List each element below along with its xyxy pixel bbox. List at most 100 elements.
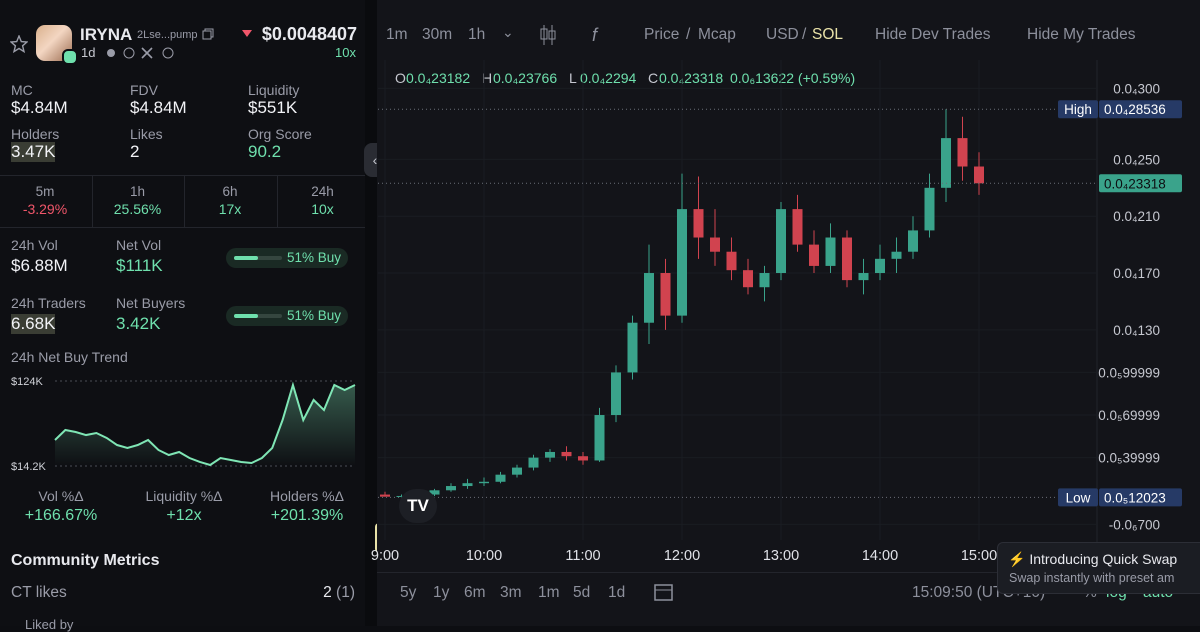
social-icons[interactable]	[104, 46, 176, 60]
range-button[interactable]: 5y	[400, 584, 417, 601]
price-toggle[interactable]: Price	[644, 26, 680, 43]
divider	[91, 176, 93, 227]
favorite-star[interactable]	[10, 35, 28, 53]
y-tick-label: 0.0₄300	[1113, 81, 1160, 96]
toolbar-icons[interactable]: f	[536, 23, 616, 47]
change-period: 6h	[222, 184, 238, 199]
hide-my-trades[interactable]: Hide My Trades	[1027, 26, 1136, 43]
delta-value: +201.39%	[270, 507, 344, 524]
date-range-icon[interactable]	[653, 582, 675, 602]
volume-label: Net Buyers	[116, 295, 186, 311]
range-button[interactable]: 3m	[500, 584, 522, 601]
stat-value: 3.47K	[11, 142, 56, 162]
interval-button[interactable]: 1m	[386, 26, 408, 43]
divider	[276, 176, 278, 227]
low-label-tag	[1058, 488, 1098, 507]
candle-body	[891, 251, 902, 259]
divider	[377, 572, 1200, 573]
fx-icon: f	[592, 25, 599, 45]
candle-icon	[540, 25, 556, 45]
candle-body	[875, 258, 885, 274]
divider	[0, 175, 365, 176]
separator: /	[686, 26, 691, 43]
token-name: IRYNA	[80, 25, 133, 44]
high-label-tag	[1058, 100, 1098, 119]
ct-likes-label: CT likes	[11, 584, 67, 601]
sol-toggle[interactable]: SOL	[812, 26, 844, 43]
candle-body	[842, 237, 852, 281]
candle-body	[627, 322, 638, 373]
stat-value: $4.84M	[11, 98, 68, 117]
ohlc-value: 0.0₄23766	[493, 70, 558, 86]
candle-body	[825, 237, 836, 266]
trend-line	[54, 381, 356, 467]
stat-label: Liquidity	[248, 82, 300, 98]
delta-value: +12x	[166, 507, 202, 524]
candle-body	[660, 273, 671, 316]
interval-dropdown[interactable]: ⌄	[502, 24, 514, 40]
ohlc-label: L	[569, 70, 577, 86]
delta-label: Liquidity %Δ	[145, 488, 223, 504]
candle-body	[545, 451, 555, 458]
interval-button[interactable]: 30m	[422, 26, 453, 43]
y-tick-label: $14.2K	[11, 461, 47, 473]
change-period: 5m	[35, 184, 55, 199]
y-tick-label: 0.0₅39999	[1098, 451, 1160, 466]
popup-text: Swap instantly with preset am	[1009, 571, 1175, 585]
high-label: High	[1064, 102, 1092, 117]
candle-body	[479, 481, 489, 484]
ohlc-label: O	[395, 70, 406, 86]
volume-value: $111K	[116, 256, 163, 275]
candle-body	[578, 456, 588, 461]
candle-body	[809, 244, 819, 266]
range-button[interactable]: 1d	[608, 584, 626, 601]
range-button[interactable]: 1m	[538, 584, 560, 601]
volume-label: 24h Vol	[11, 237, 58, 253]
popup-title: ⚡ Introducing Quick Swap	[1008, 551, 1178, 567]
ohlc-label: C	[648, 70, 659, 86]
change-period: 1h	[129, 184, 146, 199]
delta-value: +166.67%	[24, 507, 98, 524]
candle-body	[957, 138, 968, 167]
quick-swap-popup[interactable]: ⚡ Introducing Quick Swap Swap instantly …	[997, 542, 1200, 594]
stat-value: $551K	[248, 98, 298, 117]
range-button[interactable]: 1y	[433, 584, 450, 601]
buy-bar	[234, 256, 259, 260]
buy-pill: 51% Buy	[226, 306, 348, 326]
candle-body	[528, 457, 539, 468]
interval-button[interactable]: 1h	[468, 26, 486, 43]
stat-label: MC	[11, 82, 33, 98]
stat-label: Likes	[130, 126, 163, 142]
divider	[184, 176, 185, 227]
candle-body	[561, 451, 572, 457]
range-button[interactable]: 5d	[573, 584, 591, 601]
token-address[interactable]: 2Lse...pump	[137, 29, 198, 41]
usd-toggle[interactable]: USD	[766, 26, 799, 43]
stat-value: 2	[130, 142, 140, 161]
volume-label: Net Vol	[116, 237, 162, 253]
delta-label: Holders %Δ	[270, 488, 344, 504]
range-button[interactable]: 6m	[464, 584, 486, 601]
candle-body	[380, 494, 390, 497]
candle-body	[710, 237, 720, 252]
change-value: 25.56%	[113, 201, 162, 217]
candle-body	[941, 138, 951, 188]
candle-body	[512, 467, 522, 475]
ct-likes-value: 2 (1)	[323, 584, 355, 602]
change-value: -3.29%	[22, 201, 68, 217]
x-tick-label: 11:00	[565, 548, 600, 564]
mcap-toggle[interactable]: Mcap	[698, 26, 736, 43]
change-value: 10x	[311, 201, 334, 217]
trend-area	[55, 385, 355, 466]
low-tag-value: 0.0₅12023	[1104, 490, 1166, 505]
buy-bar	[234, 314, 259, 318]
hide-dev-trades[interactable]: Hide Dev Trades	[875, 26, 991, 43]
ohlc-value: 0.0₄23182	[406, 70, 471, 86]
candle-body	[611, 372, 621, 416]
ct-likes-sub: (1)	[336, 584, 355, 601]
copy-icon[interactable]	[202, 28, 214, 40]
tradingview-logo[interactable]: TV	[399, 489, 437, 523]
last-tag	[1099, 174, 1182, 193]
divider	[0, 227, 365, 228]
